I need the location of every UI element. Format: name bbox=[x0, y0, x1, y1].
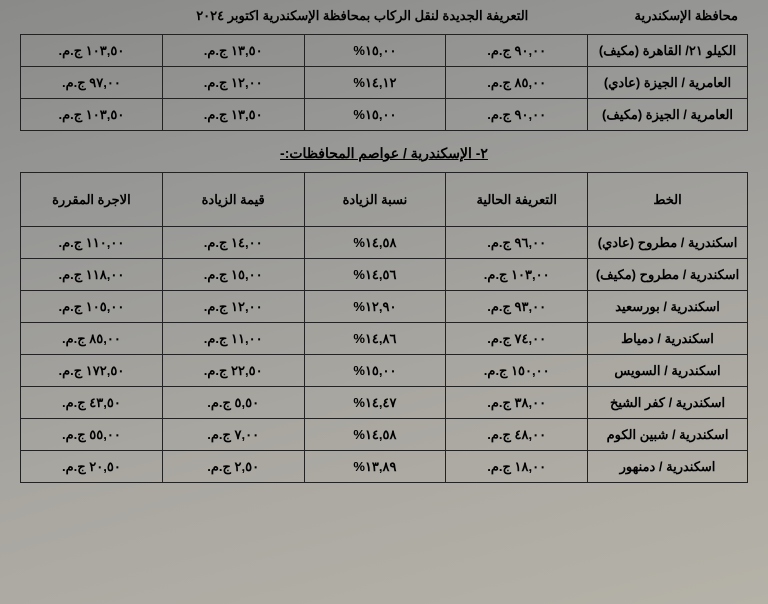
cell-new: ٤٣,٥٠ ج.م. bbox=[21, 387, 163, 419]
cell-current: ٨٥,٠٠ ج.م. bbox=[446, 67, 588, 99]
table-header-row: الخط التعريفة الحالية نسبة الزيادة قيمة … bbox=[21, 173, 748, 227]
cell-pct: ١٤,١٢% bbox=[304, 67, 446, 99]
col-inc: قيمة الزيادة bbox=[162, 173, 304, 227]
cell-new: ٩٧,٠٠ ج.م. bbox=[21, 67, 163, 99]
cell-current: ٩٠,٠٠ ج.م. bbox=[446, 35, 588, 67]
cell-inc: ١٢,٠٠ ج.م. bbox=[162, 67, 304, 99]
table-row: اسكندرية / مطروح (عادي)٩٦,٠٠ ج.م.١٤,٥٨%١… bbox=[21, 227, 748, 259]
cell-new: ٨٥,٠٠ ج.م. bbox=[21, 323, 163, 355]
cell-current: ١٥٠,٠٠ ج.م. bbox=[446, 355, 588, 387]
table-row: اسكندرية / بورسعيد٩٣,٠٠ ج.م.١٢,٩٠%١٢,٠٠ … bbox=[21, 291, 748, 323]
cell-new: ١١٨,٠٠ ج.م. bbox=[21, 259, 163, 291]
cell-pct: ١٢,٩٠% bbox=[304, 291, 446, 323]
table-row: اسكندرية / السويس١٥٠,٠٠ ج.م.١٥,٠٠%٢٢,٥٠ … bbox=[21, 355, 748, 387]
cell-inc: ١٣,٥٠ ج.م. bbox=[162, 99, 304, 131]
cell-inc: ٧,٠٠ ج.م. bbox=[162, 419, 304, 451]
cell-current: ٤٨,٠٠ ج.م. bbox=[446, 419, 588, 451]
cell-inc: ١٣,٥٠ ج.م. bbox=[162, 35, 304, 67]
cell-route: اسكندرية / دمنهور bbox=[588, 451, 748, 483]
cell-new: ١٠٣,٥٠ ج.م. bbox=[21, 99, 163, 131]
cell-route: اسكندرية / مطروح (عادي) bbox=[588, 227, 748, 259]
table-row: اسكندرية / مطروح (مكيف)١٠٣,٠٠ ج.م.١٤,٥٦%… bbox=[21, 259, 748, 291]
cell-inc: ١٤,٠٠ ج.م. bbox=[162, 227, 304, 259]
table-row: اسكندرية / كفر الشيخ٣٨,٠٠ ج.م.١٤,٤٧%٥,٥٠… bbox=[21, 387, 748, 419]
cell-inc: ١٢,٠٠ ج.م. bbox=[162, 291, 304, 323]
cell-new: ١١٠,٠٠ ج.م. bbox=[21, 227, 163, 259]
cell-route: العامرية / الجيزة (مكيف) bbox=[588, 99, 748, 131]
table-row: اسكندرية / دمنهور١٨,٠٠ ج.م.١٣,٨٩%٢,٥٠ ج.… bbox=[21, 451, 748, 483]
cell-route: العامرية / الجيزة (عادي) bbox=[588, 67, 748, 99]
cell-pct: ١٤,٥٨% bbox=[304, 227, 446, 259]
fares-table-2: الخط التعريفة الحالية نسبة الزيادة قيمة … bbox=[20, 172, 748, 483]
col-current: التعريفة الحالية bbox=[446, 173, 588, 227]
province-label: محافظة الإسكندرية bbox=[635, 8, 739, 24]
cell-new: ٥٥,٠٠ ج.م. bbox=[21, 419, 163, 451]
cell-route: اسكندرية / كفر الشيخ bbox=[588, 387, 748, 419]
cell-new: ١٧٢,٥٠ ج.م. bbox=[21, 355, 163, 387]
cell-route: اسكندرية / شبين الكوم bbox=[588, 419, 748, 451]
cell-new: ١٠٥,٠٠ ج.م. bbox=[21, 291, 163, 323]
cell-inc: ١٥,٠٠ ج.م. bbox=[162, 259, 304, 291]
table-row: اسكندرية / شبين الكوم٤٨,٠٠ ج.م.١٤,٥٨%٧,٠… bbox=[21, 419, 748, 451]
cell-route: الكيلو ٢١/ القاهرة (مكيف) bbox=[588, 35, 748, 67]
table-row: الكيلو ٢١/ القاهرة (مكيف)٩٠,٠٠ ج.م.١٥,٠٠… bbox=[21, 35, 748, 67]
cell-route: اسكندرية / بورسعيد bbox=[588, 291, 748, 323]
cell-pct: ١٣,٨٩% bbox=[304, 451, 446, 483]
fares-table-1: الكيلو ٢١/ القاهرة (مكيف)٩٠,٠٠ ج.م.١٥,٠٠… bbox=[20, 34, 748, 131]
cell-route: اسكندرية / مطروح (مكيف) bbox=[588, 259, 748, 291]
cell-inc: ١١,٠٠ ج.م. bbox=[162, 323, 304, 355]
cell-current: ٧٤,٠٠ ج.م. bbox=[446, 323, 588, 355]
cell-current: ٩٠,٠٠ ج.م. bbox=[446, 99, 588, 131]
table-row: اسكندرية / دمياط٧٤,٠٠ ج.م.١٤,٨٦%١١,٠٠ ج.… bbox=[21, 323, 748, 355]
cell-new: ٢٠,٥٠ ج.م. bbox=[21, 451, 163, 483]
section-2-title: ٢- الإسكندرية / عواصم المحافظات:- bbox=[20, 145, 748, 162]
cell-route: اسكندرية / دمياط bbox=[588, 323, 748, 355]
cell-new: ١٠٣,٥٠ ج.م. bbox=[21, 35, 163, 67]
cell-inc: ٢,٥٠ ج.م. bbox=[162, 451, 304, 483]
cell-pct: ١٤,٥٨% bbox=[304, 419, 446, 451]
cell-current: ١٨,٠٠ ج.م. bbox=[446, 451, 588, 483]
cell-pct: ١٤,٤٧% bbox=[304, 387, 446, 419]
col-new: الاجرة المقررة bbox=[21, 173, 163, 227]
cell-inc: ٥,٥٠ ج.م. bbox=[162, 387, 304, 419]
cell-pct: ١٤,٨٦% bbox=[304, 323, 446, 355]
col-pct: نسبة الزيادة bbox=[304, 173, 446, 227]
cell-current: ٩٣,٠٠ ج.م. bbox=[446, 291, 588, 323]
cell-pct: ١٥,٠٠% bbox=[304, 35, 446, 67]
table-row: العامرية / الجيزة (مكيف)٩٠,٠٠ ج.م.١٥,٠٠%… bbox=[21, 99, 748, 131]
cell-current: ١٠٣,٠٠ ج.م. bbox=[446, 259, 588, 291]
col-route: الخط bbox=[588, 173, 748, 227]
cell-pct: ١٥,٠٠% bbox=[304, 355, 446, 387]
page-title: التعريفة الجديدة لنقل الركاب بمحافظة الإ… bbox=[196, 8, 528, 24]
page-header: محافظة الإسكندرية التعريفة الجديدة لنقل … bbox=[20, 8, 748, 24]
cell-current: ٣٨,٠٠ ج.م. bbox=[446, 387, 588, 419]
cell-inc: ٢٢,٥٠ ج.م. bbox=[162, 355, 304, 387]
cell-current: ٩٦,٠٠ ج.م. bbox=[446, 227, 588, 259]
cell-route: اسكندرية / السويس bbox=[588, 355, 748, 387]
table-row: العامرية / الجيزة (عادي)٨٥,٠٠ ج.م.١٤,١٢%… bbox=[21, 67, 748, 99]
cell-pct: ١٤,٥٦% bbox=[304, 259, 446, 291]
cell-pct: ١٥,٠٠% bbox=[304, 99, 446, 131]
